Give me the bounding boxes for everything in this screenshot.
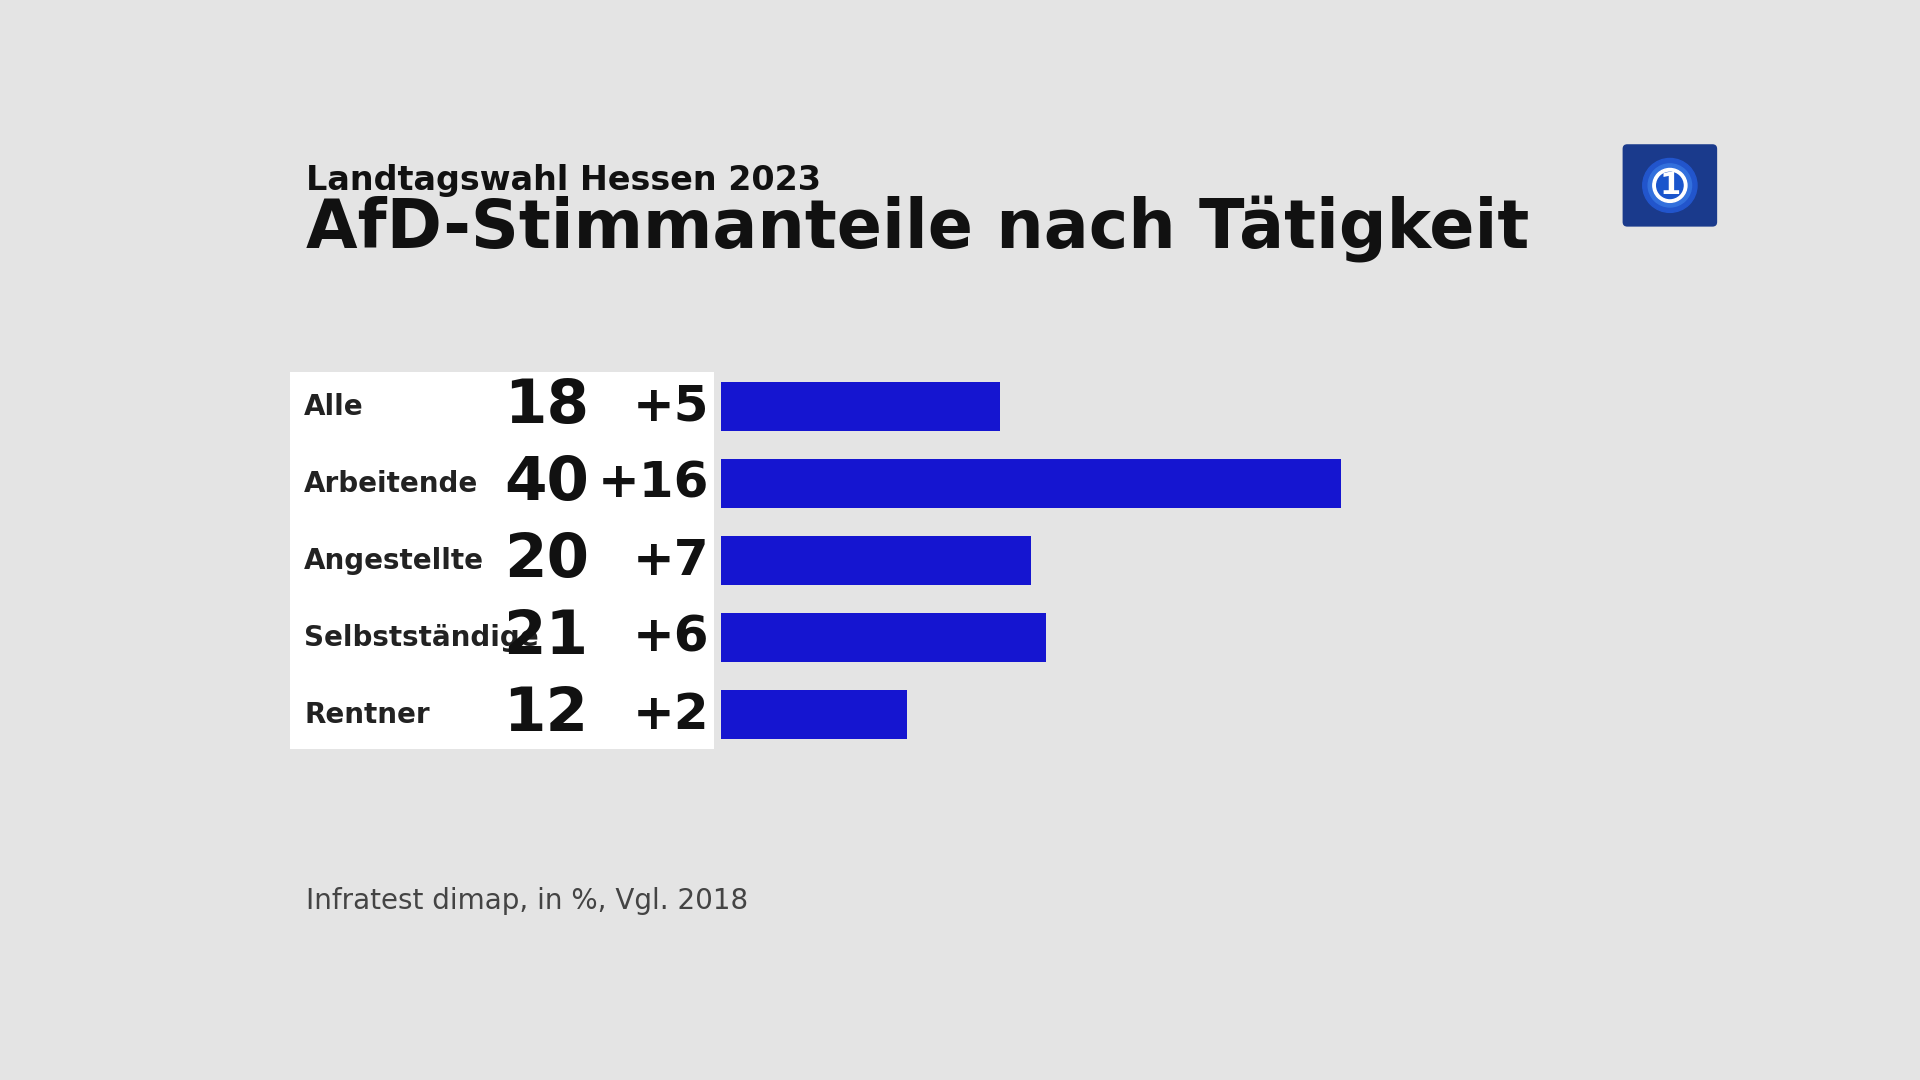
Text: Alle: Alle xyxy=(305,393,365,421)
Text: +2: +2 xyxy=(632,691,708,739)
FancyBboxPatch shape xyxy=(290,607,714,669)
Text: Selbstständige: Selbstständige xyxy=(305,624,540,652)
FancyBboxPatch shape xyxy=(720,613,1046,662)
Circle shape xyxy=(1644,159,1697,213)
FancyBboxPatch shape xyxy=(290,684,714,745)
Text: Angestellte: Angestellte xyxy=(305,546,484,575)
FancyBboxPatch shape xyxy=(720,459,1340,509)
FancyBboxPatch shape xyxy=(720,382,1000,431)
Text: 21: 21 xyxy=(503,608,589,667)
Text: Landtagswahl Hessen 2023: Landtagswahl Hessen 2023 xyxy=(305,164,822,198)
Text: 18: 18 xyxy=(503,377,589,436)
Text: +6: +6 xyxy=(632,613,708,662)
FancyBboxPatch shape xyxy=(290,376,714,437)
FancyBboxPatch shape xyxy=(1622,145,1716,227)
FancyBboxPatch shape xyxy=(290,530,714,592)
FancyBboxPatch shape xyxy=(290,373,714,750)
Text: 1: 1 xyxy=(1659,171,1680,200)
Text: AfD-Stimmanteile nach Tätigkeit: AfD-Stimmanteile nach Tätigkeit xyxy=(305,195,1528,262)
Text: 12: 12 xyxy=(503,686,589,744)
Circle shape xyxy=(1653,168,1688,202)
Text: +7: +7 xyxy=(632,537,708,584)
FancyBboxPatch shape xyxy=(290,453,714,514)
Text: Rentner: Rentner xyxy=(305,701,430,729)
Text: 40: 40 xyxy=(503,455,589,513)
Text: 20: 20 xyxy=(503,531,589,591)
Text: Infratest dimap, in %, Vgl. 2018: Infratest dimap, in %, Vgl. 2018 xyxy=(305,887,749,915)
FancyBboxPatch shape xyxy=(720,537,1031,585)
Circle shape xyxy=(1647,164,1692,207)
FancyBboxPatch shape xyxy=(720,690,906,740)
Circle shape xyxy=(1657,173,1684,199)
Text: +5: +5 xyxy=(632,382,708,431)
Text: +16: +16 xyxy=(597,460,708,508)
Text: Arbeitende: Arbeitende xyxy=(305,470,478,498)
